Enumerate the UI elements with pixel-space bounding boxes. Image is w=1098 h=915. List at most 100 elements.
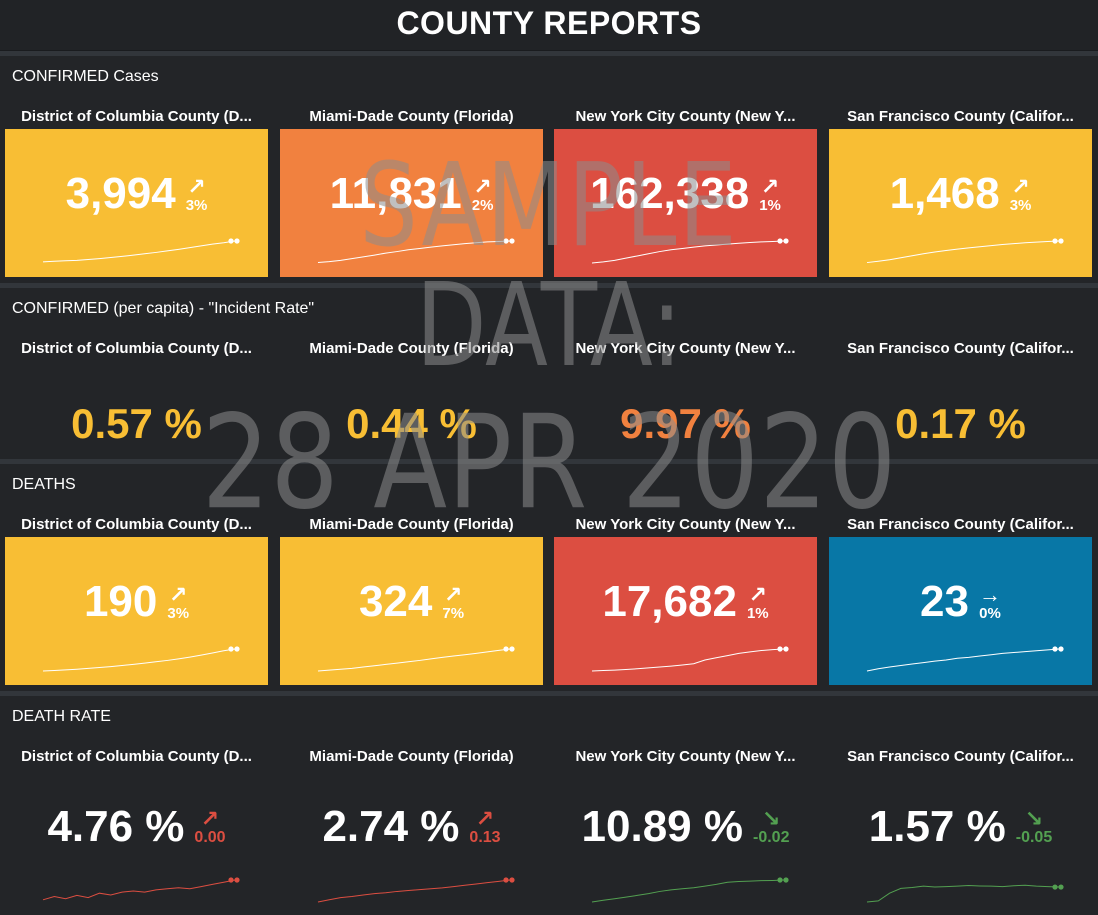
sparkline-endpoint xyxy=(509,646,515,652)
sparkline-endpoint xyxy=(1058,238,1064,244)
panel-dc[interactable]: District of Columbia County (D... 4.76 %… xyxy=(5,748,268,908)
trend-change: 0.13 xyxy=(469,829,501,847)
sparkline-endpoint xyxy=(783,238,789,244)
section-death-rate: DEATH RATE District of Columbia County (… xyxy=(0,691,1098,915)
trend-up-icon: ↗ xyxy=(187,173,206,199)
sparkline-endpoint xyxy=(777,238,783,244)
trend-up-icon: ↗ xyxy=(443,581,463,607)
single-value-tile[interactable]: 11,831 ↗ 2% xyxy=(280,129,543,277)
panel-title: Miami-Dade County (Florida) xyxy=(309,340,514,357)
single-value: 3,994 xyxy=(65,169,176,219)
panel-title: District of Columbia County (D... xyxy=(21,748,252,765)
single-value: 190 xyxy=(83,577,158,627)
sparkline-path xyxy=(42,240,236,263)
sparkline xyxy=(42,877,240,901)
single-value: 1,468 xyxy=(889,169,1000,219)
trend-indicator: ↗ 3% xyxy=(185,173,208,214)
trend-change: 2% xyxy=(471,196,494,214)
single-value-tile[interactable]: 23 → 0% xyxy=(829,537,1092,685)
single-value: 0.17 % xyxy=(895,400,1026,447)
sparkline-endpoint xyxy=(228,646,234,652)
trend-change: 3% xyxy=(167,604,190,622)
trend-up-icon: ↗ xyxy=(1011,173,1030,199)
sparkline xyxy=(866,884,1064,903)
section-title: DEATH RATE xyxy=(12,708,111,725)
panel-miami-dade[interactable]: Miami-Dade County (Florida) 2.74 % ↗ 0.13 xyxy=(280,748,543,908)
sparkline-endpoint xyxy=(234,238,240,244)
sparkline-endpoint xyxy=(783,877,789,883)
single-value-tile[interactable]: 190 ↗ 3% xyxy=(5,537,268,685)
section-title: DEATHS xyxy=(12,476,76,493)
single-value: 4.76 % xyxy=(47,802,185,852)
trend-up-icon: ↗ xyxy=(168,581,188,607)
sparkline-endpoint xyxy=(503,238,509,244)
trend-change: 0% xyxy=(979,604,1001,622)
panel-nyc[interactable]: New York City County (New Y... 10.89 % ↘ -… xyxy=(554,748,817,908)
panel-san-francisco[interactable]: San Francisco County (Califor... 1.57 % ↘… xyxy=(829,748,1092,908)
sparkline xyxy=(42,238,240,263)
single-value: 11,831 xyxy=(329,169,462,219)
trend-indicator: ↗ 1% xyxy=(759,173,781,213)
sparkline-endpoint xyxy=(234,646,240,652)
sparkline xyxy=(42,646,240,672)
panel-title: District of Columbia County (D... xyxy=(21,340,252,357)
sparkline-path xyxy=(591,648,785,672)
trend-flat-icon: → xyxy=(978,581,1001,607)
single-value: 324 xyxy=(358,577,433,627)
single-value-tile[interactable]: 17,682 ↗ 1% xyxy=(554,537,817,685)
trend-indicator: ↗ 1% xyxy=(746,581,769,622)
sparkline-path xyxy=(317,879,511,903)
panel-title: District of Columbia County (D... xyxy=(21,516,252,533)
trend-indicator: → 0% xyxy=(978,581,1001,622)
panel-title: Miami-Dade County (Florida) xyxy=(309,748,514,765)
sparkline-endpoint xyxy=(509,238,515,244)
panel-title: New York City County (New Y... xyxy=(575,340,796,357)
sparkline-endpoint xyxy=(1052,646,1058,652)
section-confirmed-cases: CONFIRMED Cases District of Columbia Cou… xyxy=(0,51,1098,283)
sparkline-endpoint xyxy=(228,877,234,883)
trend-down-icon: ↘ xyxy=(1024,806,1044,832)
sparkline-endpoint xyxy=(234,877,240,883)
single-value-tile[interactable]: 162,338 ↗ 1% xyxy=(554,129,817,277)
section-title: CONFIRMED Cases xyxy=(12,68,159,85)
panel-title: San Francisco County (Califor... xyxy=(847,340,1074,357)
sparkline xyxy=(317,238,515,264)
sparkline xyxy=(591,238,789,264)
trend-up-icon: ↗ xyxy=(748,581,767,607)
sparkline-endpoint xyxy=(228,238,234,244)
sparkline xyxy=(591,646,789,672)
trend-change: 3% xyxy=(185,196,208,214)
single-value: 23 xyxy=(920,577,969,627)
sparkline-path xyxy=(317,648,511,672)
trend-up-icon: ↗ xyxy=(760,173,780,199)
sparkline-path xyxy=(866,884,1060,903)
trend-change: 1% xyxy=(746,604,769,622)
section-title: CONFIRMED (per capita) - "Incident Rate" xyxy=(12,300,315,317)
single-value: 1.57 % xyxy=(868,802,1006,852)
single-value-tile[interactable]: 324 ↗ 7% xyxy=(280,537,543,685)
single-value-tile[interactable]: 1,468 ↗ 3% xyxy=(829,129,1092,277)
trend-indicator: ↗ 2% xyxy=(471,175,494,214)
trend-indicator: ↘ -0.02 xyxy=(753,808,789,846)
sparkline xyxy=(866,646,1064,672)
section-incident-rate: CONFIRMED (per capita) - "Incident Rate"… xyxy=(0,283,1098,459)
sparkline-endpoint xyxy=(1052,884,1058,890)
panel-title: New York City County (New Y... xyxy=(575,748,796,765)
panel-title: Miami-Dade County (Florida) xyxy=(309,516,514,533)
trend-indicator: ↗ 0.13 xyxy=(469,808,500,846)
panel-title: New York City County (New Y... xyxy=(575,516,796,533)
sparkline-endpoint xyxy=(503,877,509,883)
single-value: 2.74 % xyxy=(322,802,460,852)
sparkline-path xyxy=(317,240,511,264)
trend-change: 3% xyxy=(1009,196,1032,214)
trend-up-icon: ↗ xyxy=(200,806,220,832)
sparkline-endpoint xyxy=(1058,646,1064,652)
sparkline-endpoint xyxy=(783,646,789,652)
sparkline-path xyxy=(42,648,236,672)
single-value-tile[interactable]: 3,994 ↗ 3% xyxy=(5,129,268,277)
sparkline-path xyxy=(591,879,785,903)
sparkline xyxy=(317,646,515,672)
panel-title: San Francisco County (Califor... xyxy=(847,516,1074,533)
sparkline xyxy=(866,238,1064,264)
sparkline-endpoint xyxy=(503,646,509,652)
